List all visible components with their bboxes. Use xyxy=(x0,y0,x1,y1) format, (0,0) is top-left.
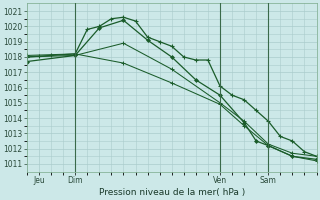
X-axis label: Pression niveau de la mer( hPa ): Pression niveau de la mer( hPa ) xyxy=(99,188,245,197)
